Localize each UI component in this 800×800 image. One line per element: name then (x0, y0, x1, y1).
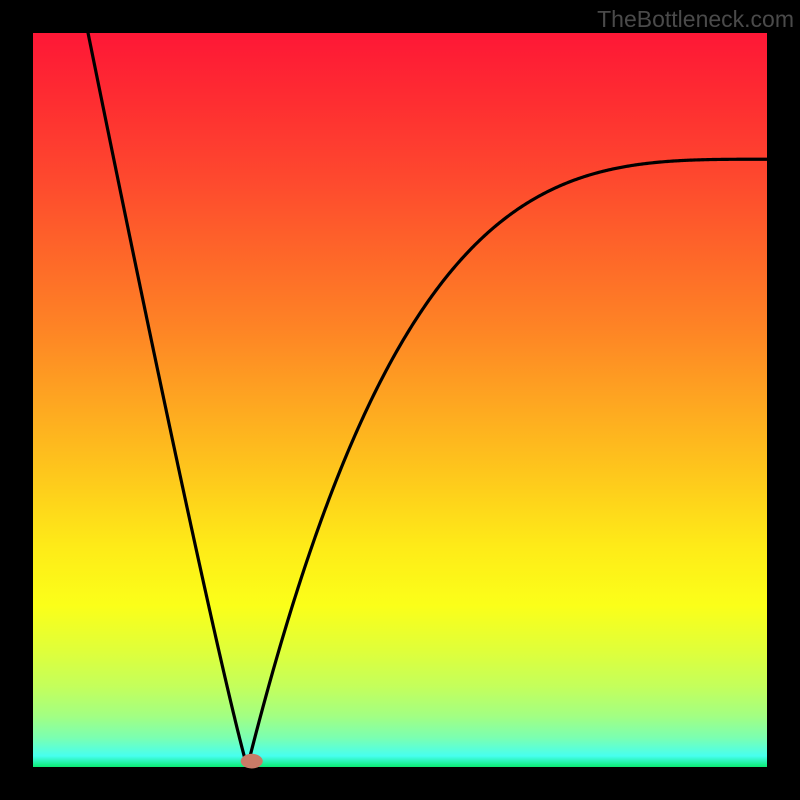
chart-container: TheBottleneck.com (0, 0, 800, 800)
optimum-marker (241, 754, 263, 769)
bottleneck-curve-chart (0, 0, 800, 800)
attribution-text: TheBottleneck.com (597, 6, 794, 33)
